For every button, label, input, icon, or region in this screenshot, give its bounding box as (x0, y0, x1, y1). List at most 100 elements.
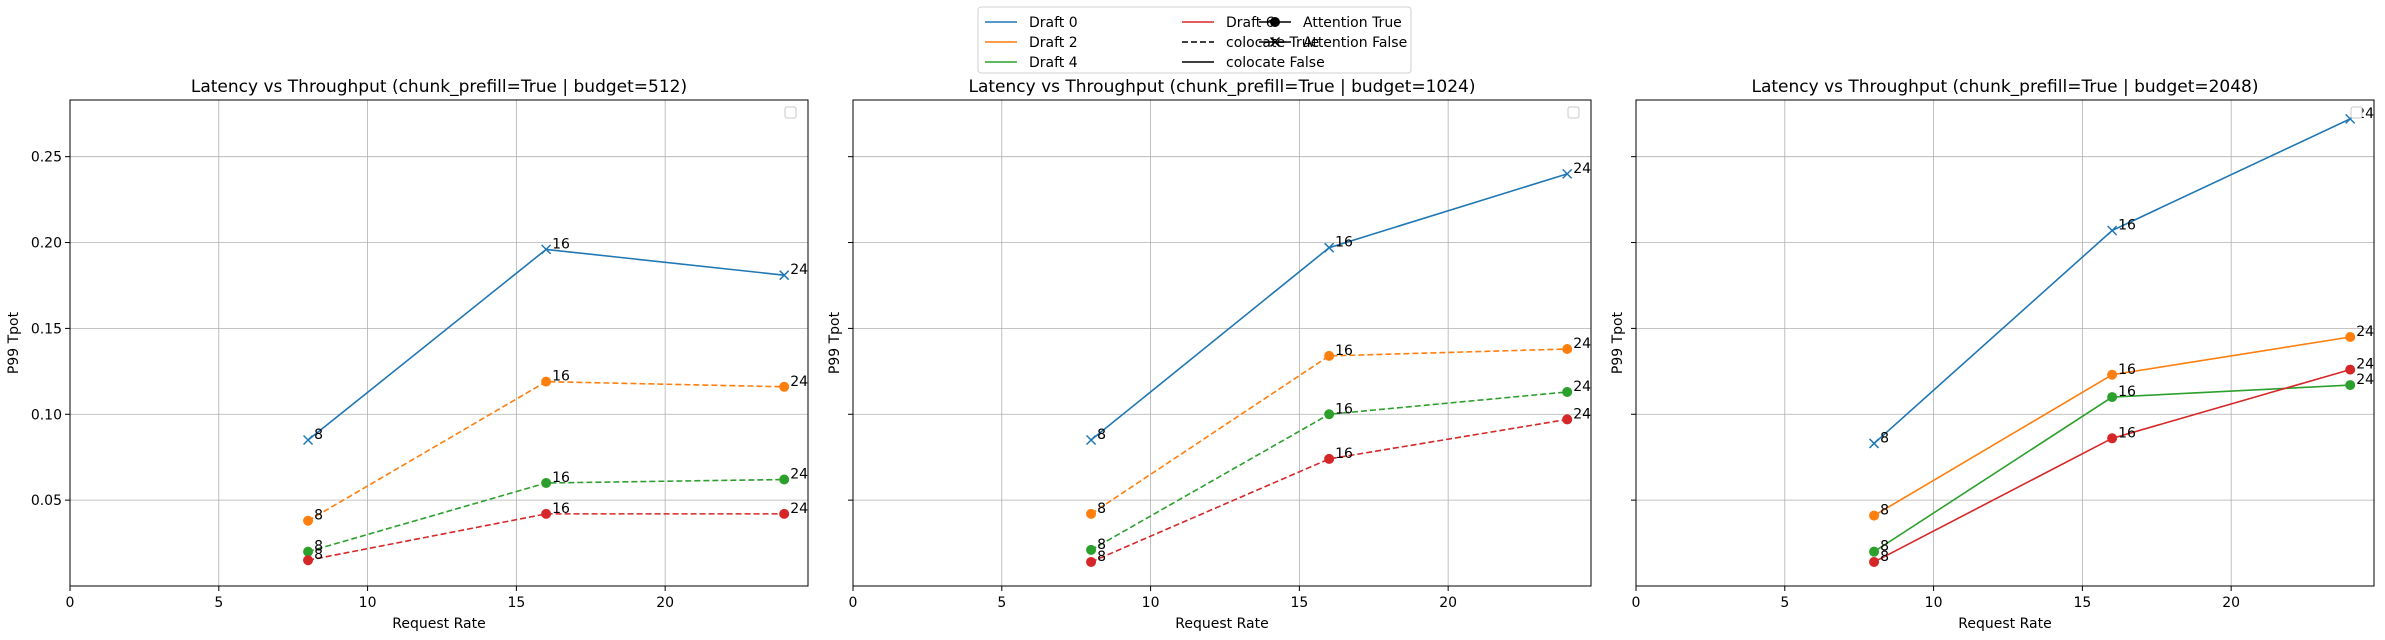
legend-label: Draft 0 (1029, 15, 1078, 31)
y-tick-label: 0.15 (31, 321, 62, 337)
y-axis-label: P99 Tpot (1610, 311, 1626, 374)
point-label: 16 (2118, 218, 2136, 234)
point-label: 8 (1097, 427, 1106, 443)
legend-entry-draft-2: Draft 2 (985, 35, 1078, 51)
x-tick-label: 10 (1142, 595, 1160, 611)
series-draft-0: 8 16 24 (1086, 161, 1591, 446)
data-point (303, 546, 314, 557)
data-point (1562, 386, 1573, 397)
y-tick-label: 0.10 (31, 407, 62, 423)
data-point (1869, 438, 1880, 449)
x-tick-label: 20 (2222, 595, 2240, 611)
legend-label: Draft 4 (1029, 55, 1078, 71)
point-label: 24 (1573, 336, 1591, 352)
legend-label: Draft 2 (1029, 35, 1078, 51)
x-tick-label: 20 (1439, 595, 1457, 611)
x-tick-label: 0 (66, 595, 75, 611)
chart-title: Latency vs Throughput (chunk_prefill=Tru… (1751, 77, 2258, 97)
legend-marker (1269, 36, 1281, 48)
point-label: 8 (314, 547, 323, 563)
series-line (1873, 384, 2351, 553)
chart-title: Latency vs Throughput (chunk_prefill=Tru… (968, 77, 1475, 97)
point-label: 24 (790, 467, 808, 483)
y-tick-label: 0.25 (31, 150, 62, 166)
point-label: 8 (1880, 549, 1889, 565)
legend-label: colocate True (1226, 35, 1319, 51)
y-tick-label: 0.20 (31, 236, 62, 252)
data-point (1562, 414, 1573, 425)
subplot-1: 8 16 24 8 16 24 8 16 24 8 16 24 0 5 10 15 20 0.05 0.10 0.15… (6, 77, 809, 632)
x-tick-label: 20 (656, 595, 674, 611)
data-point (303, 555, 314, 566)
legend-entry-draft-4: Draft 4 (985, 55, 1078, 71)
series-line (1090, 173, 1568, 441)
point-label: 24 (2356, 357, 2374, 373)
data-point (2345, 331, 2356, 342)
series-draft-0: 8 16 24 (303, 236, 808, 446)
series-draft-2: 8 16 24 (1869, 324, 2374, 521)
data-point (1869, 556, 1880, 567)
series-line (1090, 418, 1568, 563)
data-point (2345, 364, 2356, 375)
x-axis-label: Request Rate (1175, 616, 1268, 632)
point-label: 24 (1573, 379, 1591, 395)
y-axis-label: P99 Tpot (6, 311, 22, 374)
data-point (541, 376, 552, 387)
legend-entry-attention-false: Attention False (1259, 35, 1407, 51)
data-point (779, 381, 790, 392)
data-point (541, 477, 552, 488)
point-label: 16 (552, 470, 570, 486)
data-point (1086, 508, 1097, 519)
legend-entry-attention-true: Attention True (1259, 15, 1402, 31)
series-draft-2: 8 16 24 (1086, 336, 1591, 519)
y-tick-label: 0.05 (31, 493, 62, 509)
point-label: 24 (790, 374, 808, 390)
data-point (2107, 369, 2118, 380)
legend-label: Attention True (1303, 15, 1402, 31)
empty-legend-box (2350, 106, 2363, 119)
legend-label: Draft 6 (1226, 15, 1275, 31)
data-point (1324, 242, 1335, 253)
empty-legend-box (1567, 106, 1580, 119)
data-point (779, 474, 790, 485)
empty-legend-box (784, 106, 797, 119)
x-tick-label: 5 (214, 595, 223, 611)
chart-title: Latency vs Throughput (chunk_prefill=Tru… (191, 77, 687, 97)
point-label: 24 (1573, 161, 1591, 177)
point-label: 16 (1335, 235, 1353, 251)
data-point (1562, 344, 1573, 355)
x-tick-label: 15 (1290, 595, 1308, 611)
x-tick-label: 15 (2073, 595, 2091, 611)
axes-frame (69, 99, 809, 587)
x-tick-label: 10 (1925, 595, 1943, 611)
series-draft-4: 8 16 24 (1086, 379, 1591, 555)
legend-entry-draft-0: Draft 0 (985, 15, 1078, 31)
point-label: 16 (2118, 362, 2136, 378)
data-point (303, 434, 314, 446)
point-label: 24 (2356, 324, 2374, 340)
x-tick-label: 10 (359, 595, 377, 611)
data-point (541, 244, 552, 255)
legend-entry-colocate-false: colocate False (1182, 55, 1325, 71)
point-label: 16 (2118, 425, 2136, 441)
figure-legend: Draft 0 Draft 2 Draft 4 Draft 6 colocate Tru… (977, 6, 1412, 74)
series-line (307, 248, 785, 441)
data-point (1324, 453, 1335, 464)
point-label: 8 (1097, 549, 1106, 565)
point-label: 8 (314, 427, 323, 443)
legend-frame (977, 6, 1412, 74)
point-label: 8 (1097, 537, 1106, 553)
data-point (541, 508, 552, 519)
series-draft-2: 8 16 24 (303, 369, 808, 526)
series-line (307, 513, 785, 562)
axes-frame (852, 99, 1592, 587)
series-draft-6: 8 16 24 (1869, 357, 2374, 567)
point-label: 16 (552, 501, 570, 517)
data-point (2107, 392, 2118, 403)
data-point (1086, 434, 1097, 446)
series-draft-6: 8 16 24 (1086, 406, 1591, 567)
point-label: 24 (2356, 372, 2374, 388)
series-draft-6: 8 16 24 (303, 501, 808, 566)
